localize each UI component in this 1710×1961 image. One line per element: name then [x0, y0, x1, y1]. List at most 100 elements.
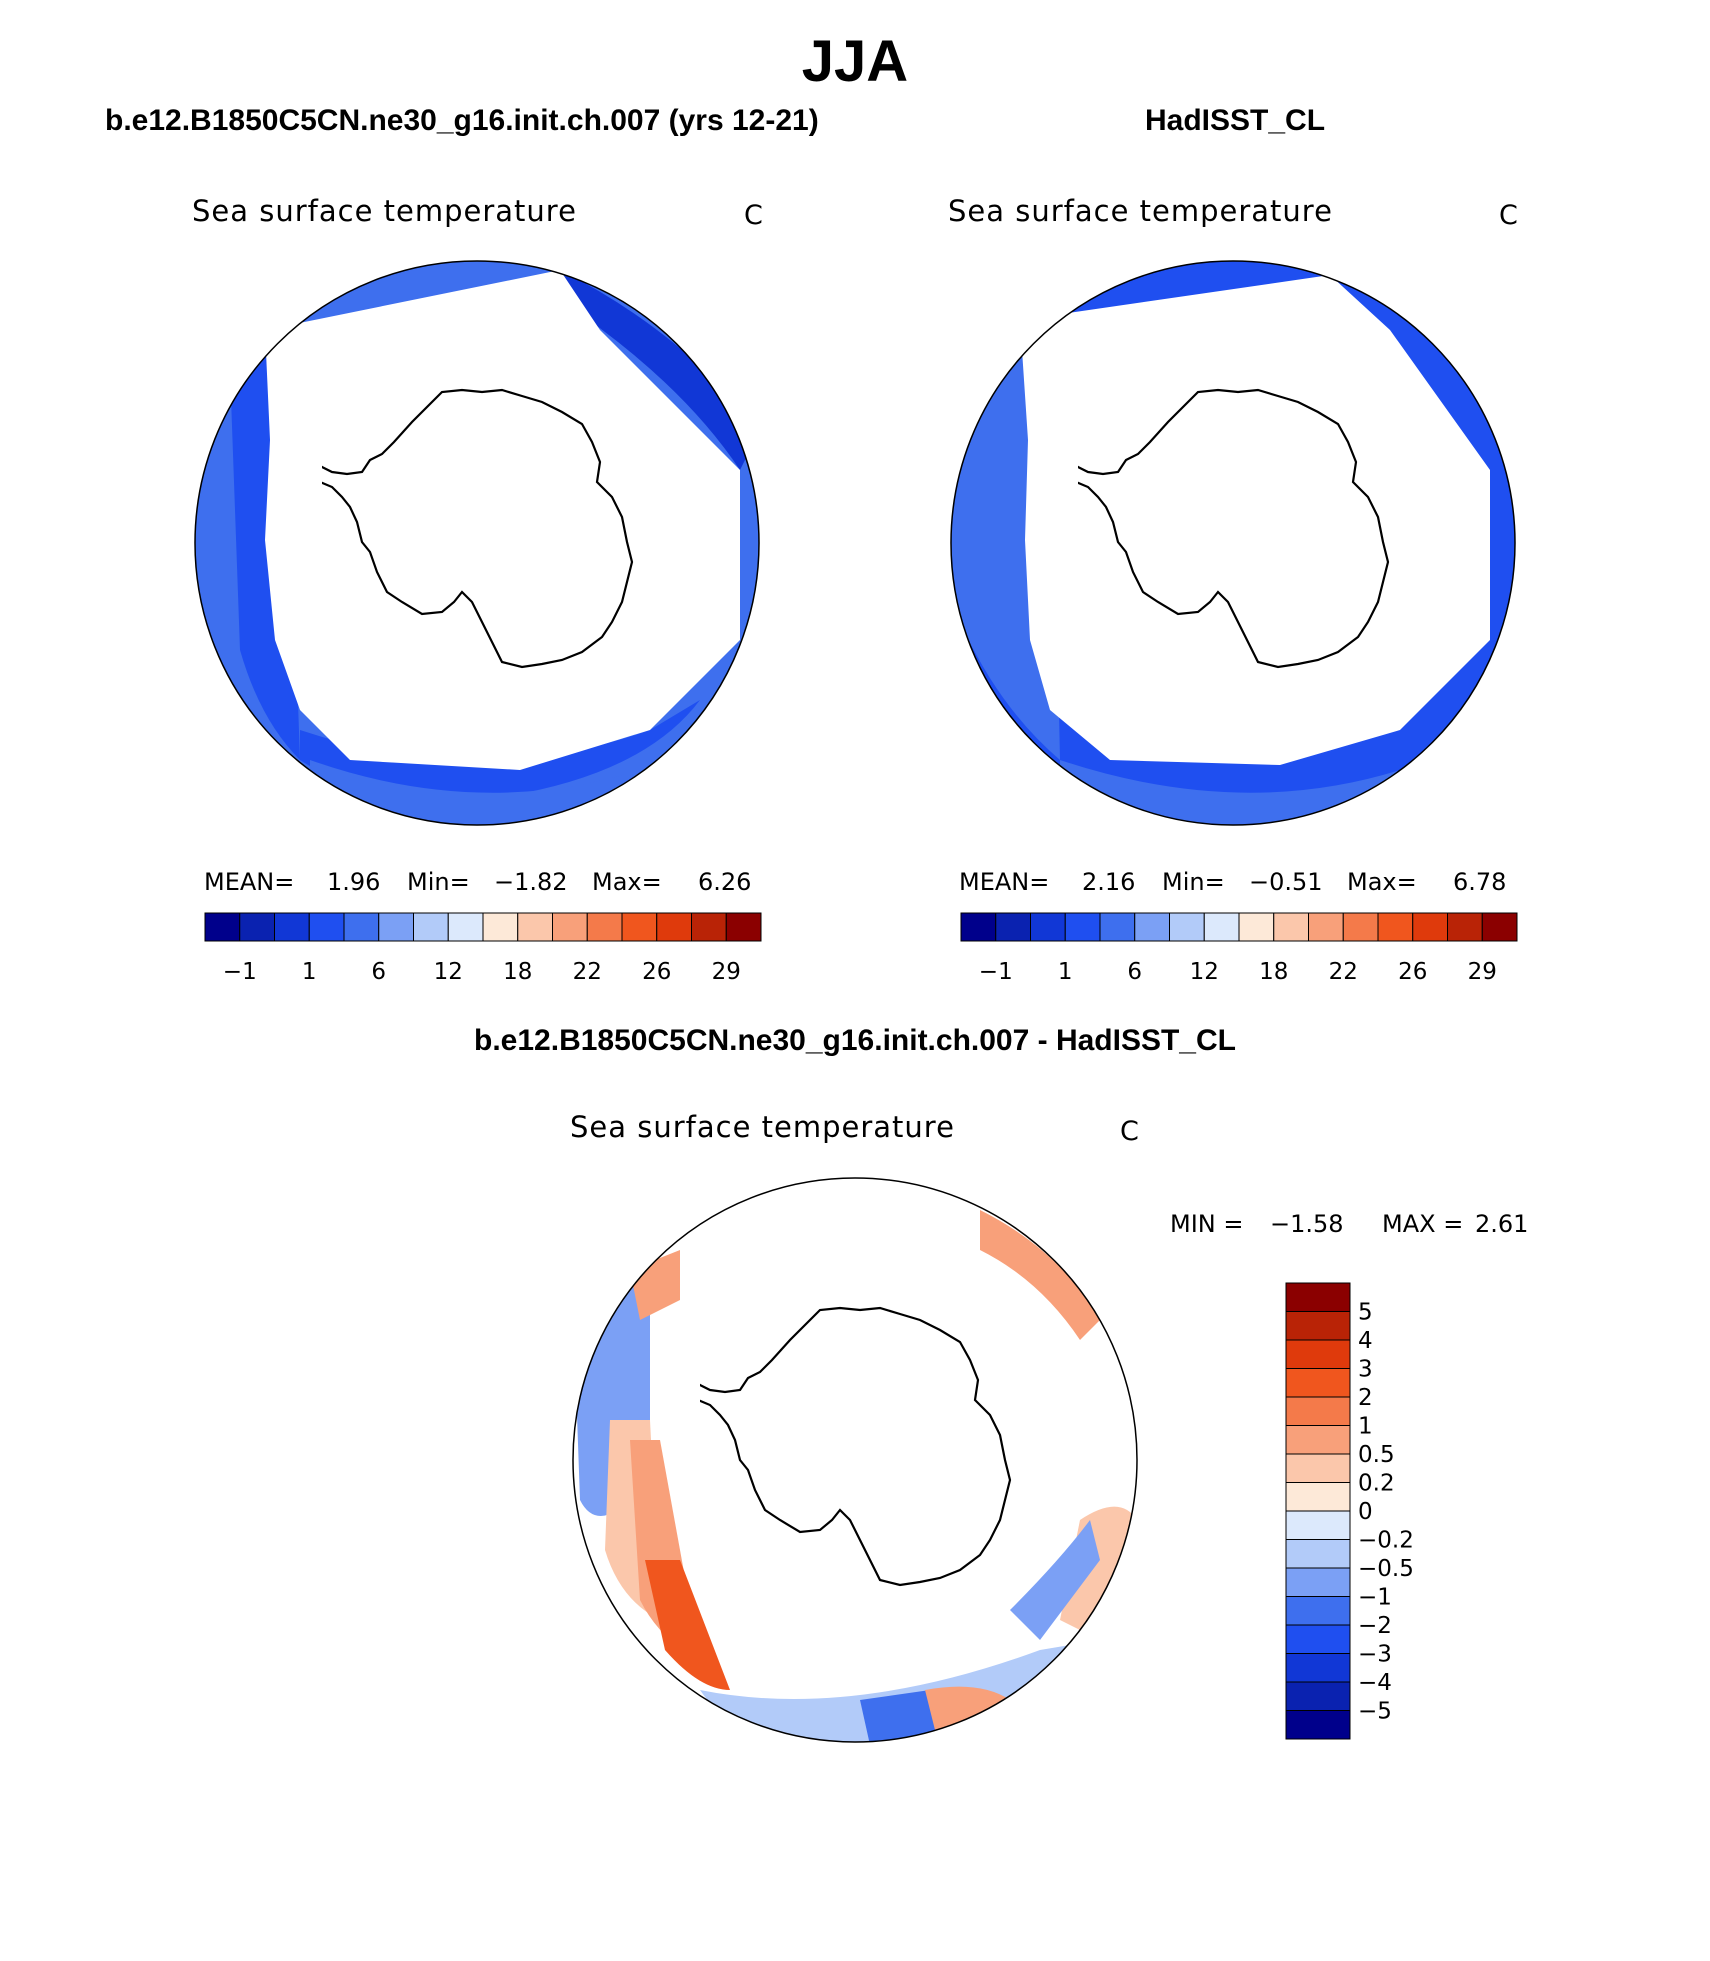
right-map-variable-label: Sea surface temperature	[948, 194, 1333, 228]
figure-title: JJA	[801, 29, 909, 94]
diff-colorbar-swatch	[1285, 1596, 1351, 1626]
diff-colorbar-tick-label: 5	[1358, 1300, 1373, 1326]
diff-colorbar-swatch	[1285, 1482, 1351, 1512]
right-colorbar-tick-label: 6	[1127, 959, 1142, 985]
right-colorbar-swatch	[1169, 912, 1205, 942]
left-colorbar-tick-label: 1	[302, 959, 317, 985]
diff-map-units-label: C	[1120, 1116, 1139, 1147]
diff-colorbar-tick-label: 0.2	[1358, 1471, 1395, 1497]
diff-colorbar-swatch	[1285, 1368, 1351, 1398]
right-colorbar-swatch	[1203, 912, 1240, 942]
right-colorbar-tick-label: 12	[1190, 959, 1219, 985]
diff-colorbar-tick-label: 2	[1358, 1385, 1373, 1411]
diff-colorbar-swatch	[1285, 1710, 1351, 1740]
diff-colorbar-swatch	[1285, 1453, 1351, 1483]
right-min-value: −0.51	[1249, 868, 1323, 896]
right-max-value: 6.78	[1453, 868, 1507, 896]
left-colorbar-tick-label: −1	[223, 959, 257, 985]
left-colorbar-swatch	[552, 912, 588, 942]
diff-colorbar-tick-label: 3	[1358, 1357, 1373, 1383]
difference-sst-map	[572, 1177, 1138, 1743]
diff-max-value: 2.61	[1475, 1210, 1529, 1238]
right-colorbar-swatch	[1238, 912, 1275, 942]
left-map-units-label: C	[744, 200, 763, 231]
diff-colorbar-swatch	[1285, 1396, 1351, 1426]
left-colorbar-tick-label: 12	[434, 959, 463, 985]
diff-colorbar-swatch	[1285, 1510, 1351, 1540]
right-colorbar-swatch	[995, 912, 1031, 942]
left-mean-value: 1.96	[327, 868, 381, 896]
right-colorbar-tick-label: 26	[1398, 959, 1427, 985]
right-min-label: Min=	[1162, 868, 1225, 896]
left-colorbar-tick-label: 22	[573, 959, 602, 985]
diff-colorbar-tick-label: −0.2	[1358, 1528, 1414, 1554]
diff-colorbar-tick-label: 4	[1358, 1328, 1373, 1354]
left-colorbar-swatch	[308, 912, 345, 942]
left-colorbar-swatch	[691, 912, 727, 942]
right-colorbar: −1 1 6 12 18 22 26 29	[960, 912, 1518, 985]
right-panel-title: HadISST_CL	[1145, 104, 1326, 137]
right-mean-value: 2.16	[1082, 868, 1136, 896]
diff-colorbar-tick-label: −0.5	[1358, 1556, 1414, 1582]
left-colorbar-swatch	[413, 912, 449, 942]
diff-colorbar-swatch	[1285, 1567, 1351, 1597]
left-mean-label: MEAN=	[204, 868, 295, 896]
right-mean-label: MEAN=	[959, 868, 1050, 896]
diff-colorbar-swatch	[1285, 1425, 1351, 1455]
left-colorbar-tick-label: 29	[712, 959, 741, 985]
left-colorbar-swatch	[725, 912, 762, 942]
right-colorbar-tick-label: 22	[1329, 959, 1358, 985]
diff-colorbar-tick-label: −1	[1358, 1585, 1392, 1611]
right-map-units-label: C	[1499, 200, 1518, 231]
diff-max-label: MAX =	[1382, 1210, 1464, 1238]
right-colorbar-swatch	[1273, 912, 1309, 942]
right-colorbar-tick-label: 29	[1468, 959, 1497, 985]
left-colorbar-swatch	[482, 912, 519, 942]
right-max-label: Max=	[1347, 868, 1417, 896]
diff-colorbar-swatch	[1285, 1539, 1351, 1569]
right-colorbar-swatch	[1308, 912, 1344, 942]
left-sst-map	[194, 260, 760, 826]
right-colorbar-tick-label: 1	[1058, 959, 1073, 985]
right-colorbar-swatch	[1481, 912, 1518, 942]
left-panel-title: b.e12.B1850C5CN.ne30_g16.init.ch.007 (yr…	[105, 104, 819, 137]
right-colorbar-swatch	[1064, 912, 1101, 942]
left-colorbar-swatch	[586, 912, 623, 942]
left-colorbar-swatch	[517, 912, 553, 942]
diff-map-variable-label: Sea surface temperature	[570, 1110, 955, 1144]
diff-colorbar-swatch	[1285, 1624, 1351, 1654]
right-colorbar-swatch	[960, 912, 997, 942]
diff-colorbar-swatch	[1285, 1282, 1351, 1312]
left-colorbar: −1 1 6 12 18 22 26 29	[204, 912, 762, 985]
right-colorbar-swatch	[1412, 912, 1448, 942]
diff-colorbar-tick-label: −5	[1358, 1699, 1392, 1725]
right-colorbar-swatch	[1099, 912, 1136, 942]
right-colorbar-swatch	[1134, 912, 1170, 942]
diff-colorbar-swatch	[1285, 1339, 1351, 1369]
diff-colorbar-swatch	[1285, 1653, 1351, 1683]
left-colorbar-swatch	[343, 912, 380, 942]
diff-colorbar-tick-label: 1	[1358, 1414, 1373, 1440]
diff-colorbar-tick-label: −4	[1358, 1670, 1392, 1696]
left-colorbar-swatch	[621, 912, 658, 942]
left-colorbar-swatch	[274, 912, 310, 942]
right-colorbar-swatch	[1342, 912, 1379, 942]
diff-colorbar-tick-label: 0.5	[1358, 1442, 1395, 1468]
diff-colorbar-swatch	[1285, 1681, 1351, 1711]
diff-colorbar-tick-label: −2	[1358, 1613, 1392, 1639]
left-map-variable-label: Sea surface temperature	[192, 194, 577, 228]
left-colorbar-tick-label: 26	[642, 959, 671, 985]
right-colorbar-swatch	[1377, 912, 1414, 942]
diff-colorbar: 54 32 10.5 0.20 −0.2−0.5 −1−2 −3−4 −5	[1285, 1282, 1414, 1740]
left-max-value: 6.26	[698, 868, 752, 896]
diff-colorbar-swatch	[1285, 1311, 1351, 1341]
diff-min-value: −1.58	[1270, 1210, 1344, 1238]
diff-colorbar-tick-label: −3	[1358, 1642, 1392, 1668]
right-colorbar-tick-label: 18	[1259, 959, 1288, 985]
left-min-label: Min=	[407, 868, 470, 896]
left-colorbar-swatch	[204, 912, 241, 942]
right-colorbar-swatch	[1447, 912, 1483, 942]
left-colorbar-tick-label: 18	[503, 959, 532, 985]
left-colorbar-swatch	[656, 912, 692, 942]
